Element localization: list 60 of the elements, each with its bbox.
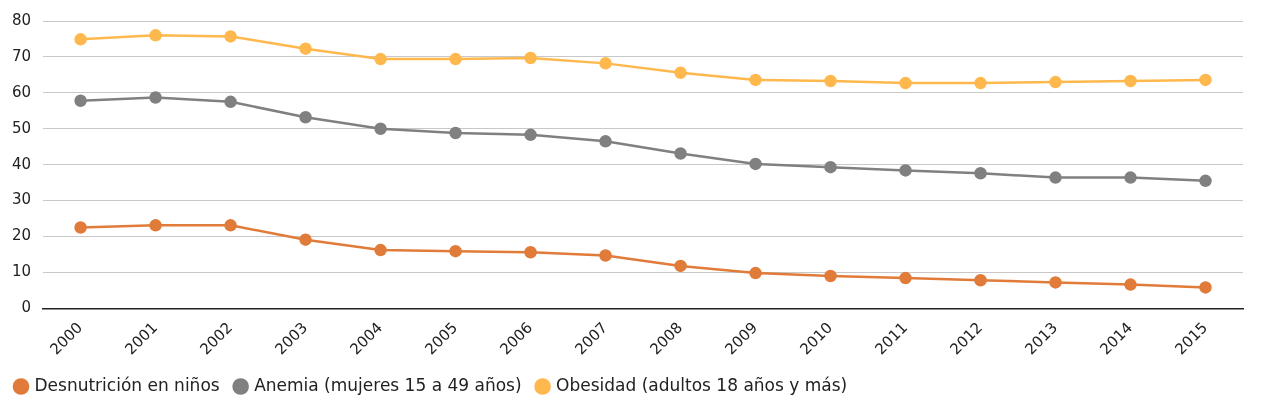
point (749, 266, 762, 280)
legend-label: Desnutrición en niños (34, 374, 220, 395)
point (1124, 278, 1137, 291)
y-tick-label: 20 (11, 226, 32, 245)
legend-label: Anemia (mujeres 15 a 49 años) (254, 374, 522, 395)
point (824, 160, 837, 174)
point (1124, 74, 1137, 88)
point (974, 167, 987, 180)
point (974, 76, 987, 90)
point (149, 91, 162, 104)
point (1199, 73, 1212, 87)
point (974, 274, 987, 287)
point (449, 52, 462, 66)
point (524, 246, 537, 259)
point (374, 122, 387, 135)
point (74, 33, 87, 46)
point (149, 29, 162, 42)
y-tick-label: 0 (21, 298, 32, 317)
point (74, 94, 87, 107)
point (374, 52, 387, 66)
point (149, 219, 162, 232)
point (674, 66, 687, 79)
point (749, 157, 762, 171)
point (749, 73, 762, 87)
y-tick-label: 50 (11, 118, 32, 137)
y-tick-label: 10 (11, 262, 32, 281)
y-tick-label: 80 (11, 10, 32, 29)
point (299, 42, 312, 55)
point (374, 243, 387, 257)
point (599, 57, 612, 70)
y-tick-label: 60 (11, 82, 32, 101)
point (599, 249, 612, 262)
point (449, 126, 462, 140)
point (824, 269, 837, 283)
point (1124, 171, 1137, 184)
point (524, 128, 537, 142)
y-tick-label: 70 (11, 46, 32, 65)
y-tick-label: 30 (11, 190, 32, 209)
point (1049, 171, 1062, 184)
point (1049, 75, 1062, 89)
point (1199, 174, 1212, 188)
point (674, 147, 687, 160)
point (1049, 276, 1062, 289)
legend-label: Obesidad (adultos 18 años y más) (556, 374, 848, 395)
point (74, 221, 87, 234)
point (224, 95, 237, 109)
point (524, 51, 537, 65)
point (599, 135, 612, 148)
point (1199, 281, 1212, 294)
point (449, 244, 462, 258)
point (674, 259, 687, 273)
y-tick-label: 40 (11, 154, 32, 173)
point (224, 30, 237, 43)
point (899, 271, 912, 285)
point (899, 164, 912, 177)
point (299, 233, 312, 246)
point (824, 74, 837, 88)
point (299, 110, 312, 124)
point (224, 219, 237, 232)
point (899, 76, 912, 90)
